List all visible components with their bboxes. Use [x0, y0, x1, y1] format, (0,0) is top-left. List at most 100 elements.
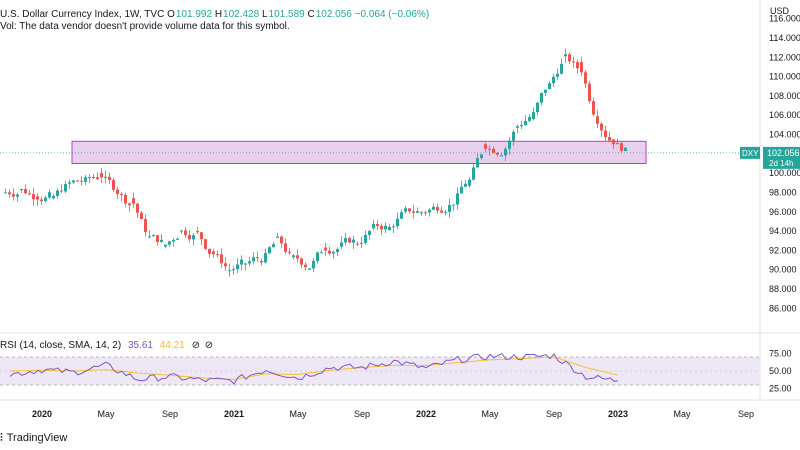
change-value: −0.064 (−0.06%) — [354, 9, 430, 20]
price-tick-label: 108.000 — [769, 91, 800, 101]
candle-body — [204, 239, 207, 249]
rsi-line — [9, 352, 619, 385]
last-price-label: 102.056 — [767, 148, 800, 158]
candle-body — [32, 194, 35, 200]
candle-body — [352, 239, 355, 243]
close-label: C — [307, 9, 315, 20]
time-tick-label: 2023 — [608, 409, 628, 419]
symbol-badge — [740, 146, 760, 159]
candle-body — [108, 176, 111, 181]
time-tick-label: 2022 — [416, 409, 436, 419]
close-value: 102.056 — [315, 9, 352, 20]
time-tick-label: May — [481, 409, 499, 419]
candle-body — [80, 180, 83, 182]
candle-body — [144, 219, 147, 232]
candle-body — [212, 251, 215, 255]
rsi-header: RSI (14, close, SMA, 14, 2) 35.61 44.21 … — [0, 340, 213, 351]
branding[interactable]: ⫶ TradingView — [0, 432, 67, 445]
candle-body — [156, 235, 159, 242]
price-tick-label: 92.000 — [769, 245, 797, 255]
candle-body — [228, 270, 231, 272]
candle-body — [256, 257, 259, 259]
low-value: 101.589 — [268, 9, 305, 20]
candle-body — [512, 131, 515, 141]
candle-body — [312, 261, 315, 269]
candle-body — [372, 223, 375, 229]
candle-body — [252, 257, 255, 262]
candle-body — [240, 259, 243, 265]
candle-body — [412, 211, 415, 213]
candle-body — [168, 241, 171, 245]
candle-body — [488, 148, 491, 150]
candle-body — [384, 225, 387, 230]
price-tick-label: 114.000 — [769, 33, 800, 43]
hidden-value-icon-2[interactable]: ⊘ — [204, 340, 214, 351]
candle-body — [128, 203, 131, 206]
candle-body — [120, 194, 123, 196]
candle-body — [172, 239, 175, 242]
candle-body — [400, 212, 403, 219]
hidden-value-icon[interactable]: ⊘ — [191, 340, 200, 351]
rsi-sma-value: 44.21 — [159, 340, 185, 351]
time-tick-label: May — [97, 409, 115, 419]
price-tick-label: 88.000 — [769, 284, 797, 294]
candle-body — [356, 243, 359, 245]
candle-body — [516, 126, 519, 128]
candle-body — [440, 210, 443, 213]
price-tick-label: 116.000 — [769, 14, 800, 24]
time-tick-label: Sep — [354, 409, 370, 419]
candle-body — [220, 254, 223, 264]
candle-body — [308, 268, 311, 270]
time-tick-label: Sep — [546, 409, 562, 419]
candle-body — [196, 231, 199, 233]
candle-body — [176, 238, 179, 240]
candle-body — [592, 101, 595, 115]
candle-body — [84, 177, 87, 182]
candle-body — [300, 258, 303, 265]
candle-body — [508, 140, 511, 149]
rsi-title[interactable]: RSI (14, close, SMA, 14, 2) — [0, 340, 122, 351]
time-tick-label: May — [289, 409, 307, 419]
candle-body — [48, 192, 51, 198]
candle-body — [436, 206, 439, 211]
candle-body — [456, 193, 459, 205]
candle-body — [216, 254, 219, 256]
candle-body — [364, 235, 367, 243]
candle-body — [180, 230, 183, 232]
candle-body — [4, 192, 7, 194]
candle-body — [248, 261, 251, 264]
candle-body — [432, 206, 435, 210]
high-label: H — [214, 9, 223, 20]
rsi-tick-label: 50.00 — [769, 366, 792, 376]
price-tick-label: 86.000 — [769, 303, 797, 313]
symbol-title[interactable]: U.S. Dollar Currency Index, 1W, TVC — [0, 9, 165, 20]
candle-body — [532, 112, 535, 120]
candle-body — [316, 252, 319, 262]
candle-body — [280, 236, 283, 244]
candle-body — [296, 255, 299, 259]
candle-body — [448, 205, 451, 212]
candle-body — [380, 226, 383, 230]
candle-body — [236, 264, 239, 270]
candle-body — [320, 252, 323, 254]
price-unit-label: USD — [770, 6, 790, 16]
candle-body — [164, 244, 167, 247]
candle-body — [288, 251, 291, 253]
candle-body — [500, 155, 503, 157]
rsi-tick-label: 25.00 — [769, 384, 792, 394]
candle-body — [360, 242, 363, 244]
candle-body — [612, 139, 615, 145]
support-resistance-zone — [71, 140, 647, 164]
candle-body — [160, 239, 163, 242]
candle-body — [136, 203, 139, 213]
candle-body — [416, 211, 419, 213]
candle-body — [16, 194, 19, 197]
candle-body — [544, 89, 547, 93]
candle-body — [404, 208, 407, 212]
candle-body — [376, 223, 379, 227]
candle-body — [28, 193, 31, 195]
time-tick-label: 2020 — [32, 409, 52, 419]
candle-body — [492, 148, 495, 153]
candle-body — [324, 247, 327, 251]
